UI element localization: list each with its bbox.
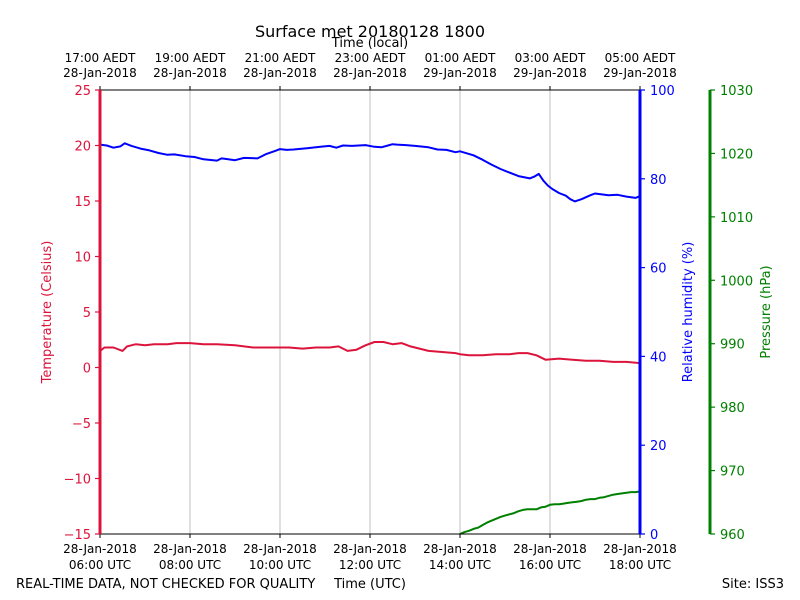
temp-tick-label: 10 — [74, 251, 91, 266]
x-tick-label-local-time: 17:00 AEDT — [65, 51, 136, 65]
pressure-line — [459, 490, 641, 535]
x-tick-label-date: 28-Jan-2018 — [333, 542, 407, 556]
rh-tick-label: 100 — [650, 84, 675, 99]
x-tick-label-local-time: 05:00 AEDT — [605, 51, 676, 65]
x-tick-label-local-date: 29-Jan-2018 — [423, 66, 497, 80]
humidity-line — [99, 142, 641, 203]
x-tick-label-local-date: 28-Jan-2018 — [333, 66, 407, 80]
pressure-tick-label: 1010 — [720, 211, 753, 226]
x-tick-label-date: 28-Jan-2018 — [423, 542, 497, 556]
temp-tick-label: −5 — [72, 417, 91, 432]
temp-tick-label: 20 — [74, 140, 91, 155]
x-tick-label-date: 28-Jan-2018 — [243, 542, 317, 556]
x-tick-label-utc: 08:00 UTC — [159, 558, 221, 572]
temp-tick-label: 15 — [74, 195, 91, 210]
pressure-tick-label: 1020 — [720, 147, 753, 162]
x-tick-label-local-date: 29-Jan-2018 — [513, 66, 587, 80]
x-tick-label-utc: 16:00 UTC — [519, 558, 581, 572]
x-tick-label-date: 28-Jan-2018 — [63, 542, 137, 556]
x-tick-label-utc: 14:00 UTC — [429, 558, 491, 572]
rh-tick-label: 40 — [650, 350, 667, 365]
y-axis-label-humidity: Relative humidity (%) — [681, 242, 696, 383]
x-tick-label-date: 28-Jan-2018 — [603, 542, 677, 556]
x-axis-label-top: Time (local) — [331, 36, 408, 51]
x-tick-label-local-time: 03:00 AEDT — [515, 51, 586, 65]
temp-tick-label: −10 — [64, 473, 91, 488]
temp-tick-label: 5 — [83, 306, 91, 321]
x-tick-label-local-date: 29-Jan-2018 — [603, 66, 677, 80]
rh-tick-label: 20 — [650, 439, 667, 454]
x-tick-label-local-date: 28-Jan-2018 — [153, 66, 227, 80]
vertical-gridlines — [189, 90, 551, 534]
temperature-line — [99, 341, 641, 365]
x-tick-label-local-time: 01:00 AEDT — [425, 51, 496, 65]
series-layer — [99, 142, 641, 535]
pressure-tick-label: 960 — [720, 528, 745, 543]
pressure-tick-label: 1000 — [720, 274, 753, 289]
x-tick-label-utc: 10:00 UTC — [249, 558, 311, 572]
x-tick-label-local-time: 23:00 AEDT — [335, 51, 406, 65]
rh-tick-label: 80 — [650, 173, 667, 188]
x-tick-label-utc: 06:00 UTC — [69, 558, 131, 572]
x-tick-label-local-time: 21:00 AEDT — [245, 51, 316, 65]
quality-disclaimer: REAL-TIME DATA, NOT CHECKED FOR QUALITY — [16, 577, 315, 592]
y-axis-label-pressure: Pressure (hPa) — [759, 265, 774, 358]
x-tick-label-local-date: 28-Jan-2018 — [243, 66, 317, 80]
site-label: Site: ISS3 — [722, 577, 784, 592]
pressure-tick-label: 990 — [720, 338, 745, 353]
pressure-tick-label: 970 — [720, 465, 745, 480]
y-axis-label-temperature: Temperature (Celsius) — [40, 241, 55, 385]
x-tick-label-utc: 12:00 UTC — [339, 558, 401, 572]
temp-tick-label: −15 — [64, 528, 91, 543]
x-tick-label-local-date: 28-Jan-2018 — [63, 66, 137, 80]
x-tick-label-utc: 18:00 UTC — [609, 558, 671, 572]
chart-title: Surface met 20180128 1800 — [255, 22, 485, 41]
x-tick-label-date: 28-Jan-2018 — [513, 542, 587, 556]
rh-tick-label: 0 — [650, 528, 658, 543]
temp-tick-label: 25 — [74, 84, 91, 99]
pressure-tick-label: 1030 — [720, 84, 753, 99]
x-tick-label-local-time: 19:00 AEDT — [155, 51, 226, 65]
x-axis-label-bottom: Time (UTC) — [333, 577, 406, 592]
x-tick-label-date: 28-Jan-2018 — [153, 542, 227, 556]
pressure-tick-label: 980 — [720, 401, 745, 416]
temp-tick-label: 0 — [83, 362, 91, 377]
rh-tick-label: 60 — [650, 262, 667, 277]
